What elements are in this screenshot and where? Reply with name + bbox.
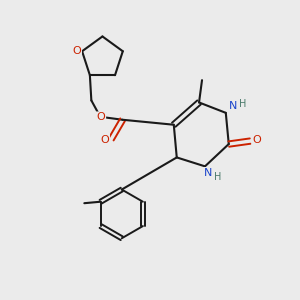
Text: O: O	[100, 135, 109, 145]
Text: N: N	[229, 101, 237, 111]
Text: H: H	[214, 172, 221, 182]
Text: H: H	[239, 99, 247, 109]
Text: O: O	[97, 112, 105, 122]
Text: O: O	[72, 46, 81, 56]
Text: O: O	[252, 135, 261, 145]
Text: N: N	[204, 168, 213, 178]
